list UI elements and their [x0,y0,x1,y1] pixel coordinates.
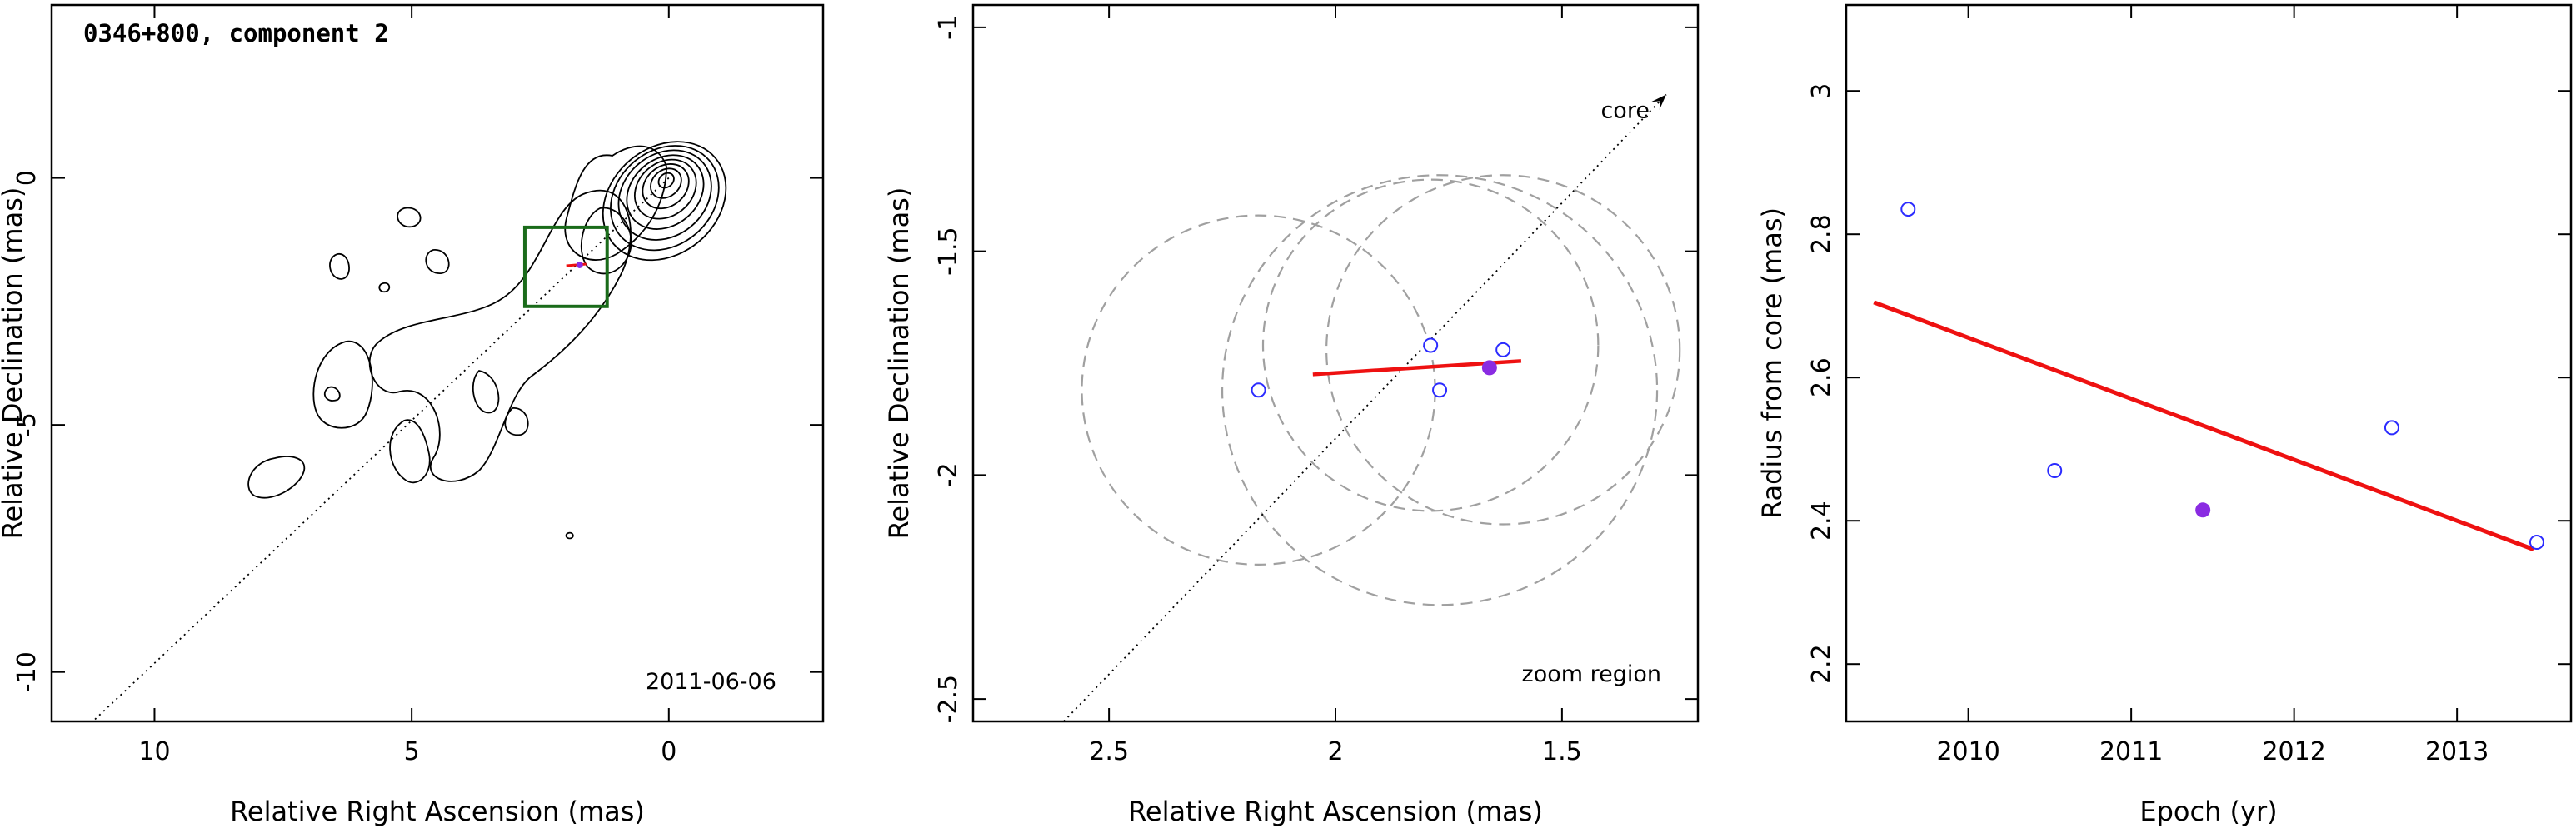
core-arrowhead [1650,94,1666,110]
plot-frame [50,3,825,723]
zoom-box [522,225,609,308]
open-point [2384,420,2399,436]
component-marker [566,261,587,268]
x-tick-label: 2013 [2425,737,2489,766]
x-tick-label: 2.5 [1089,737,1129,766]
x-axis-label: Relative Right Ascension (mas) [1128,796,1543,827]
jet-axis [1063,93,1667,722]
epoch-annotation: 2011-06-06 [646,669,776,695]
open-point [1423,337,1439,353]
contour [504,407,529,436]
y-tick-label: -1 [934,15,963,40]
panel-radius-vs-epoch: 2010 2011 2012 2013 2.2 2.4 2.6 2.8 3 Epoch (yr)… [1756,3,2573,827]
contour [580,207,632,275]
contour [642,163,690,210]
axis-ticks: 10 5 0 0 -5 -10 [12,5,823,766]
component-point [576,261,583,268]
y-tick-label: 0 [12,170,42,186]
contour [329,253,350,280]
x-tick-label: 5 [404,737,420,766]
fit-line [1873,300,2534,551]
x-tick-label: 0 [661,737,676,766]
contour-lines [247,141,727,540]
x-tick-label: 2012 [2262,737,2325,766]
core-label: core [1600,98,1649,124]
open-point [2047,463,2063,478]
y-tick-label: -1.5 [934,227,963,276]
data-points [1900,202,2544,550]
contour [397,207,422,228]
contour [312,341,373,429]
data-points [1251,337,1511,398]
contour [565,531,574,540]
fit-line-segment [1873,300,2534,551]
y-tick-label: 2.8 [1807,214,1836,254]
open-point [1251,382,1266,398]
contour [389,419,431,484]
jet-axis-line [92,177,670,722]
panel-contour-map: 10 5 0 0 -5 -10 0346+800, component 2 2011-06… [0,3,825,827]
y-axis-label: Relative Declination (mas) [883,187,915,540]
open-point [2529,535,2544,550]
y-tick-label: 3 [1807,83,1836,99]
contour [610,145,720,252]
x-axis-label: Epoch (yr) [2139,796,2277,827]
contour [650,167,682,199]
contour [564,145,667,261]
y-tick-label: -5 [12,412,42,437]
jet-axis-line [1063,93,1667,722]
contour [425,249,450,274]
y-tick-label: -10 [12,651,42,692]
axis-ticks: 2010 2011 2012 2013 2.2 2.4 2.6 2.8 3 [1807,5,2571,766]
x-tick-label: 2 [1327,737,1343,766]
plot-frame [971,3,1700,723]
x-tick-label: 1.5 [1542,737,1582,766]
contour [323,386,341,402]
y-tick-label: 2.2 [1807,644,1836,684]
contour [368,189,632,482]
open-point [1432,382,1448,398]
x-axis-label: Relative Right Ascension (mas) [230,796,645,827]
panel-title: 0346+800, component 2 [83,19,389,47]
error-circle [1221,174,1659,606]
open-point [1495,342,1511,357]
zoom-rectangle [522,225,609,308]
panel-zoom-region: 2.5 2 1.5 -1 -1.5 -2 -2.5 core zoom region Rel… [883,3,1700,827]
zoom-region-label: zoom region [1522,661,1661,687]
y-tick-label: -2 [934,462,963,487]
jet-axis [92,177,670,722]
x-tick-label: 10 [138,737,170,766]
plot-frame [1845,3,2573,723]
filled-point [2195,502,2211,518]
position-error-circles [1081,174,1681,606]
contour [633,158,697,220]
y-axis-label: Radius from core (mas) [1756,207,1788,519]
open-point [1900,202,1916,217]
error-circle [1261,178,1600,512]
filled-point [1481,360,1497,376]
y-axis-label: Relative Declination (mas) [0,187,28,540]
y-tick-label: 2.6 [1807,357,1836,397]
contour [472,370,500,414]
contour [247,456,306,499]
x-tick-label: 2010 [1936,737,1999,766]
axis-ticks: 2.5 2 1.5 -1 -1.5 -2 -2.5 [934,5,1698,766]
x-tick-label: 2011 [2099,737,2163,766]
contour [617,149,712,241]
contour [602,141,727,262]
error-circle [1325,174,1681,526]
contour [626,154,705,230]
y-tick-label: 2.4 [1807,501,1836,541]
contour [378,282,391,293]
y-tick-label: -2.5 [934,675,963,724]
